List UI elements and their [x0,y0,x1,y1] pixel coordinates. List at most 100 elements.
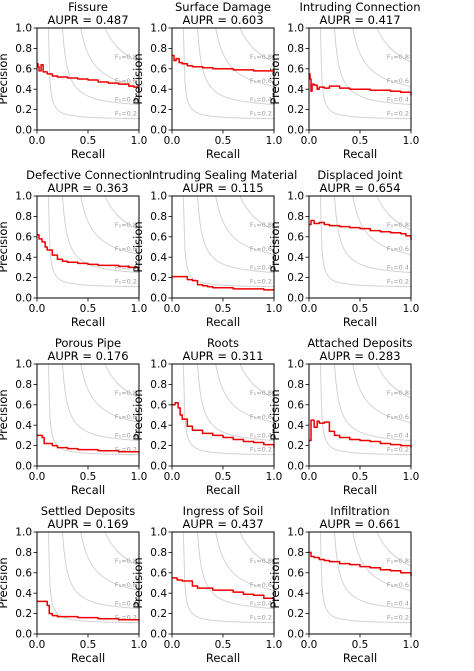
iso-f1-curve [47,195,140,288]
iso-f1-curve [62,195,140,273]
y-tick-label: 0.0 [150,461,167,473]
subplot-aupr: AUPR = 0.169 [47,517,128,531]
y-tick-label: 0.2 [287,104,304,116]
y-tick-label: 0.8 [15,43,32,55]
x-tick-label: 0.0 [164,471,181,483]
y-tick-label: 0.0 [150,629,167,641]
y-tick-label: 1.0 [150,359,167,371]
subplot-7: F₁=0.2 F₁=0.4 F₁=0.6 F₁=0.8 0.0 0.2 0.4 0.6 0.8 1… [131,336,282,497]
x-tick-label: 1.0 [266,135,283,147]
pr-curve [172,577,275,603]
x-tick-label: 0.5 [80,135,97,147]
y-tick-label: 0.6 [15,231,32,243]
iso-f1-curve [334,27,412,105]
x-axis-label: Recall [206,651,240,665]
y-tick-label: 0.8 [287,547,304,559]
x-tick-label: 0.5 [352,303,369,315]
subplot-title: Intruding Connection [299,0,420,14]
y-tick-label: 0.6 [287,567,304,579]
iso-f1-label: F₁=0.4 [115,263,137,271]
iso-f1-curve [376,27,412,63]
y-axis-label: Precision [0,53,10,104]
iso-f1-label: F₁=0.4 [387,95,409,103]
iso-f1-curve [319,27,412,120]
y-tick-label: 0.6 [287,231,304,243]
iso-f1-label: F₁=0.2 [387,110,409,118]
y-tick-label: 0.2 [15,272,32,284]
y-tick-label: 1.0 [150,527,167,539]
y-tick-label: 1.0 [15,23,32,35]
iso-f1-label: F₁=0.4 [387,599,409,607]
y-tick-label: 1.0 [287,527,304,539]
iso-f1-label: F₁=0.4 [387,263,409,271]
iso-f1-curve [197,531,275,609]
iso-f1-label: F₁=0.2 [250,446,272,454]
y-axis-label: Precision [268,389,282,440]
x-tick-label: 1.0 [266,639,283,651]
y-tick-label: 1.0 [15,191,32,203]
iso-f1-label: F₁=0.2 [250,110,272,118]
iso-f1-curve [215,531,275,591]
y-tick-label: 0.4 [15,420,32,432]
y-tick-label: 0.0 [15,293,32,305]
x-tick-label: 0.5 [215,639,232,651]
x-tick-label: 0.0 [29,639,46,651]
x-tick-label: 0.0 [164,135,181,147]
y-tick-label: 0.6 [150,63,167,75]
y-tick-label: 0.0 [15,461,32,473]
y-tick-label: 0.4 [287,252,304,264]
subplot-3: F₁=0.2 F₁=0.4 F₁=0.6 F₁=0.8 0.0 0.2 0.4 0.6 0.8 1… [0,168,150,329]
iso-f1-label: F₁=0.2 [115,446,137,454]
y-axis-label: Precision [0,389,10,440]
y-tick-label: 0.0 [287,125,304,137]
x-tick-label: 0.0 [164,639,181,651]
y-axis-label: Precision [131,389,145,440]
subplot-title: Attached Deposits [307,336,412,350]
subplot-title: Settled Deposits [41,504,136,518]
subplot-aupr: AUPR = 0.661 [319,517,400,531]
x-axis-label: Recall [343,483,377,497]
y-tick-label: 1.0 [287,359,304,371]
subplot-aupr: AUPR = 0.283 [319,349,400,363]
iso-f1-curve [62,531,140,609]
x-tick-label: 0.5 [352,471,369,483]
subplot-title: Infiltration [330,504,389,518]
x-tick-label: 0.0 [301,639,318,651]
y-tick-label: 0.0 [287,461,304,473]
subplot-title: Surface Damage [175,0,271,14]
iso-f1-label: F₁=0.6 [115,77,137,85]
iso-f1-label: F₁=0.6 [250,581,272,589]
pr-curve [309,551,412,576]
iso-f1-curve [215,363,275,423]
iso-f1-curve [376,195,412,231]
iso-f1-label: F₁=0.4 [250,431,272,439]
y-tick-label: 0.2 [287,440,304,452]
subplot-aupr: AUPR = 0.363 [47,181,128,195]
pr-curve [172,54,275,73]
x-tick-label: 0.5 [80,639,97,651]
iso-f1-curve [182,195,275,288]
x-axis-label: Recall [71,651,105,665]
y-tick-label: 0.6 [287,399,304,411]
x-tick-label: 1.0 [131,471,148,483]
y-tick-label: 0.4 [15,588,32,600]
iso-f1-label: F₁=0.8 [387,557,409,565]
y-tick-label: 0.2 [287,608,304,620]
iso-f1-label: F₁=0.6 [250,77,272,85]
y-tick-label: 0.4 [150,420,167,432]
y-tick-label: 1.0 [150,191,167,203]
iso-f1-label: F₁=0.8 [250,557,272,565]
iso-f1-label: F₁=0.6 [250,413,272,421]
x-tick-label: 0.5 [352,135,369,147]
iso-f1-label: F₁=0.8 [115,557,137,565]
iso-f1-curve [197,27,275,105]
x-axis-label: Recall [206,315,240,329]
x-tick-label: 0.5 [352,639,369,651]
y-tick-label: 0.8 [287,211,304,223]
subplot-aupr: AUPR = 0.176 [47,349,128,363]
y-axis-label: Precision [131,53,145,104]
x-tick-label: 1.0 [266,471,283,483]
y-tick-label: 0.2 [150,272,167,284]
iso-f1-label: F₁=0.8 [387,389,409,397]
